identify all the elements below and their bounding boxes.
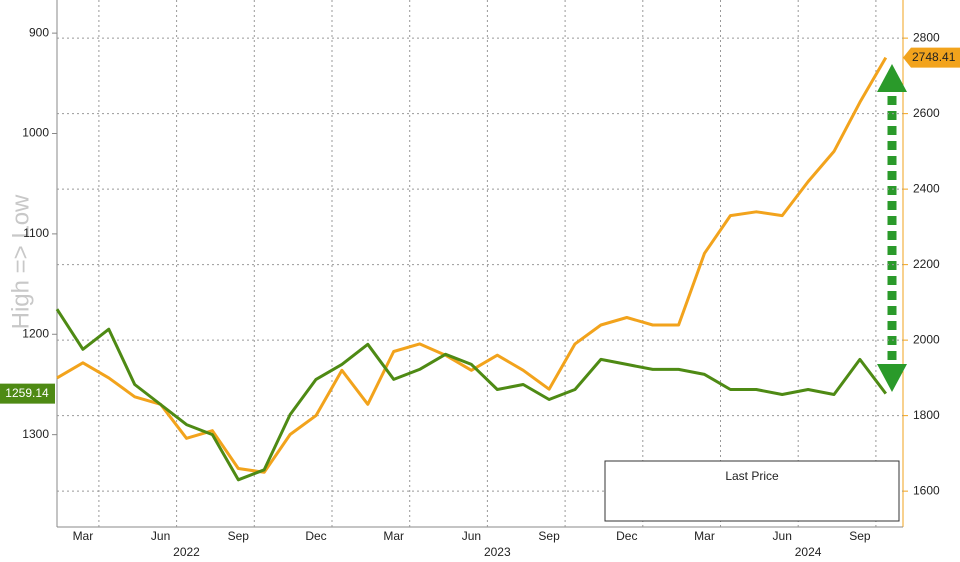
- y2-tick-label: 2800: [913, 30, 940, 44]
- x-tick-label: Mar: [73, 529, 94, 543]
- x-tick-label: Sep: [849, 529, 871, 543]
- series-line: [56, 56, 888, 474]
- y2-tick-label: 2000: [913, 332, 940, 346]
- y-tick-label: 1000: [22, 126, 49, 140]
- x-year-label: 2023: [484, 545, 511, 559]
- x-tick-label: Dec: [305, 529, 326, 543]
- last-value-badge: [0, 383, 55, 404]
- x-tick-label: Dec: [616, 529, 637, 543]
- y2-tick-label: 2600: [913, 106, 940, 120]
- x-tick-label: Jun: [462, 529, 481, 543]
- y-tick-label: 1200: [22, 326, 49, 340]
- x-tick-label: Sep: [538, 529, 560, 543]
- series-line: [55, 308, 887, 482]
- y2-tick-label: 1800: [913, 408, 940, 422]
- arrow: [877, 64, 907, 392]
- last-value-label: 2748.41: [912, 50, 956, 64]
- y-tick-label: 900: [29, 25, 49, 39]
- x-year-label: 2022: [173, 545, 200, 559]
- x-tick-label: Sep: [228, 529, 250, 543]
- y-tick-label: 1300: [22, 427, 49, 441]
- x-tick-label: Mar: [694, 529, 715, 543]
- x-tick-label: Jun: [151, 529, 170, 543]
- x-year-label: 2024: [795, 545, 822, 559]
- y2-tick-label: 2400: [913, 181, 940, 195]
- annotation: High => Low: [7, 194, 34, 329]
- y2-tick-label: 1600: [913, 483, 940, 497]
- x-tick-label: Jun: [773, 529, 792, 543]
- x-tick-label: Mar: [383, 529, 404, 543]
- legend-title: Last Price: [725, 469, 779, 483]
- last-value-badge: [903, 47, 960, 68]
- last-value-label: 1259.14: [5, 386, 49, 400]
- plot-area: [57, 0, 903, 527]
- y2-tick-label: 2200: [913, 257, 940, 271]
- y-tick-label: 1100: [23, 226, 49, 240]
- legend-box: [604, 460, 900, 522]
